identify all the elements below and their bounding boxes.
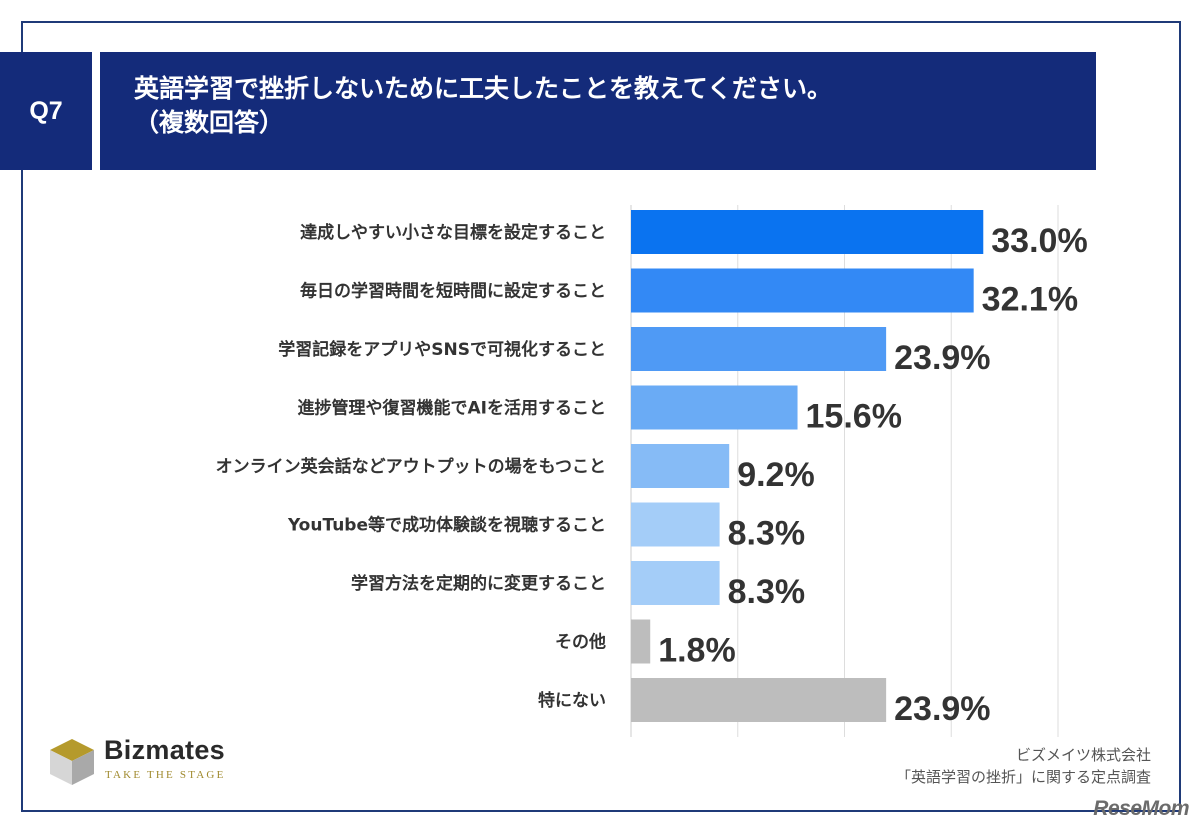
category-label: 学習記録をアプリやSNSで可視化すること bbox=[278, 339, 606, 360]
category-label: YouTube等で成功体験談を視聴すること bbox=[287, 515, 606, 536]
bar bbox=[631, 561, 720, 605]
question-number-label: Q7 bbox=[29, 96, 63, 125]
value-label: 32.1% bbox=[982, 281, 1078, 319]
value-label: 8.3% bbox=[728, 515, 806, 553]
bar bbox=[631, 210, 984, 254]
category-label: オンライン英会話などアウトプットの場をもつこと bbox=[216, 456, 606, 477]
question-number: Q7 bbox=[0, 52, 92, 170]
logo-cube-icon bbox=[50, 739, 94, 785]
value-label: 1.8% bbox=[658, 632, 736, 670]
category-label: 毎日の学習時間を短時間に設定すること bbox=[300, 281, 606, 302]
value-label: 8.3% bbox=[728, 573, 806, 611]
question-title-banner: 英語学習で挫折しないために工夫したことを教えてください。 （複数回答） bbox=[100, 52, 1096, 170]
question-title-line1: 英語学習で挫折しないために工夫したことを教えてください。 bbox=[134, 74, 833, 103]
logo-tagline: TAKE THE STAGE bbox=[105, 769, 226, 781]
resemom-watermark: ReseMom bbox=[1093, 797, 1189, 820]
source-note: ビズメイツ株式会社 「英語学習の挫折」に関する定点調査 bbox=[896, 744, 1151, 788]
value-label: 23.9% bbox=[894, 690, 990, 728]
value-label: 9.2% bbox=[737, 456, 815, 494]
bar bbox=[631, 268, 974, 313]
category-label: 学習方法を定期的に変更すること bbox=[351, 573, 606, 594]
category-label: その他 bbox=[555, 632, 606, 653]
value-label: 33.0% bbox=[991, 222, 1087, 260]
category-label: 進捗管理や復習機能でAIを活用すること bbox=[298, 398, 606, 419]
bar bbox=[631, 619, 651, 664]
logo-name: Bizmates bbox=[104, 735, 225, 765]
category-label: 達成しやすい小さな目標を設定すること bbox=[300, 222, 606, 243]
bar bbox=[631, 444, 730, 488]
question-title-line2: （複数回答） bbox=[134, 108, 285, 137]
bizmates-logo: Bizmates TAKE THE STAGE bbox=[48, 735, 248, 787]
bar bbox=[631, 678, 887, 722]
bar bbox=[631, 385, 798, 430]
category-label: 特にない bbox=[538, 690, 606, 711]
source-company: ビズメイツ株式会社 bbox=[1015, 746, 1151, 764]
source-survey: 「英語学習の挫折」に関する定点調査 bbox=[895, 768, 1151, 786]
value-label: 15.6% bbox=[806, 398, 902, 436]
bar bbox=[631, 502, 720, 547]
bar bbox=[631, 327, 887, 371]
value-label: 23.9% bbox=[894, 339, 990, 377]
